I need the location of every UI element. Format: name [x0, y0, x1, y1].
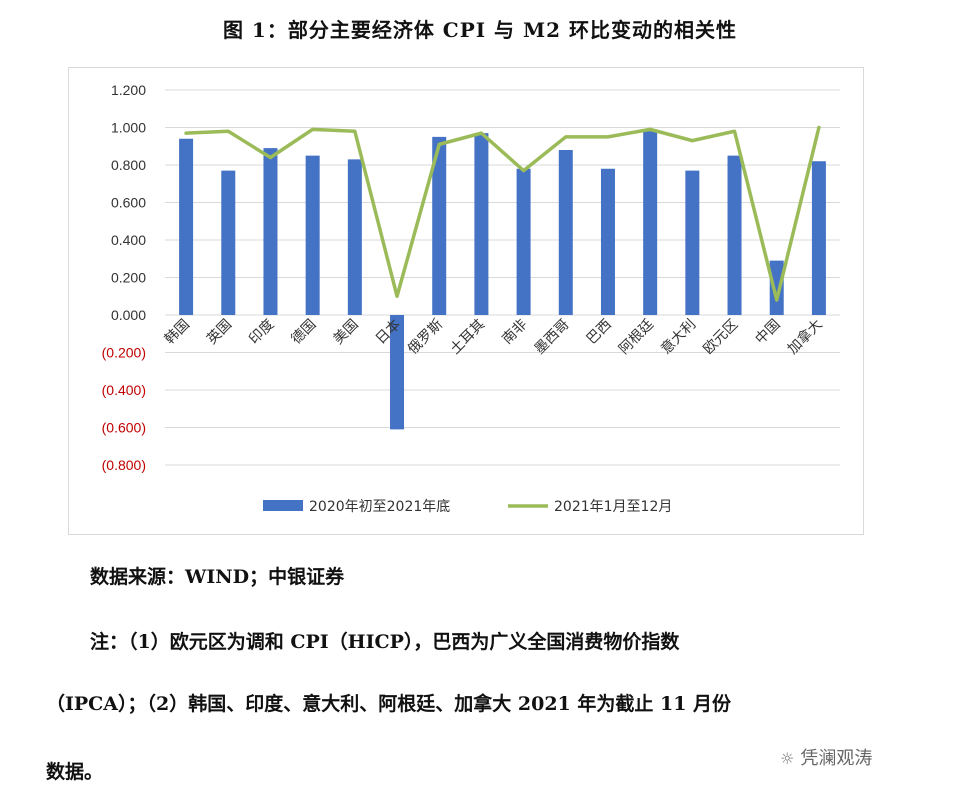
- bar-14: [727, 155, 742, 315]
- legend-swatch-bar: [263, 500, 303, 511]
- figure-title: 图 1：部分主要经济体 CPI 与 M2 环比变动的相关性: [222, 18, 738, 42]
- y-tick-label: 0.400: [111, 232, 146, 248]
- y-tick-label: 0.800: [111, 157, 146, 173]
- y-tick-label: 0.200: [111, 270, 146, 286]
- bar-6: [390, 315, 405, 430]
- y-tick-label: 1.200: [111, 82, 146, 98]
- line-point-12: [648, 127, 652, 131]
- line-point-2: [226, 129, 230, 133]
- bar-3: [263, 148, 278, 315]
- bar-15: [769, 260, 784, 315]
- bar-8: [474, 133, 489, 315]
- category-label: 南非: [499, 317, 530, 348]
- y-tick-label: (0.800): [102, 457, 146, 473]
- bar-13: [685, 170, 700, 315]
- category-label: 阿根廷: [616, 317, 657, 358]
- category-label: 俄罗斯: [405, 317, 446, 358]
- source-text: 数据来源：WIND；中银证券: [90, 566, 345, 588]
- line-point-13: [690, 139, 694, 143]
- category-label: 欧元区: [700, 317, 741, 358]
- category-label: 美国: [331, 317, 362, 348]
- watermark: ☼ 凭澜观涛: [780, 744, 872, 770]
- bar-2: [221, 170, 236, 315]
- line-point-3: [268, 156, 272, 159]
- line-point-6: [395, 294, 399, 298]
- category-label: 德国: [288, 317, 319, 348]
- line-point-8: [479, 131, 483, 135]
- category-label: 意大利: [657, 316, 699, 358]
- line-point-16: [817, 126, 821, 129]
- category-label: 加拿大: [784, 316, 826, 358]
- bar-12: [643, 131, 658, 315]
- line-point-4: [311, 127, 315, 131]
- category-label: 韩国: [162, 317, 193, 348]
- bar-9: [516, 168, 531, 315]
- category-label: 英国: [203, 316, 235, 348]
- line-point-10: [564, 135, 568, 139]
- line-point-14: [733, 129, 737, 133]
- line-series: [184, 125, 821, 302]
- note-line-1: 注：（1）欧元区为调和 CPI（HICP），巴西为广义全国消费物价指数: [90, 631, 680, 653]
- y-tick-label: 1.000: [111, 120, 146, 136]
- bar-7: [432, 136, 447, 315]
- bar-10: [558, 150, 573, 315]
- y-tick-label: 0.600: [111, 195, 146, 211]
- bar-16: [811, 161, 826, 315]
- wechat-icon: ☼: [780, 749, 795, 768]
- y-tick-label: (0.600): [102, 420, 146, 436]
- category-label: 中国: [752, 317, 783, 348]
- category-label: 土耳其: [447, 317, 488, 358]
- line-point-9: [522, 169, 526, 173]
- legend-label-bar: 2020年初至2021年底: [309, 498, 450, 515]
- line-point-7: [437, 142, 441, 146]
- y-tick-label: 0.000: [111, 307, 146, 323]
- bar-1: [179, 138, 194, 315]
- bar-4: [305, 155, 320, 315]
- chart-svg: 1.200 1.000 0.800 0.600 0.400 0.200 0.000 (0.20…: [102, 82, 840, 515]
- line-point-1: [184, 131, 188, 135]
- legend-label-line: 2021年1月至12月: [554, 499, 672, 515]
- line-point-5: [353, 129, 357, 133]
- bar-5: [347, 159, 362, 315]
- category-label: 印度: [246, 317, 277, 348]
- line-point-15: [775, 298, 779, 302]
- watermark-text: 凭澜观涛: [800, 748, 873, 769]
- y-tick-label: (0.400): [102, 382, 146, 398]
- note-line-2: （IPCA）；（2）韩国、印度、意大利、阿根廷、加拿大 2021 年为截止 11…: [46, 693, 732, 715]
- bar-11: [600, 168, 615, 315]
- note-line-3: 数据。: [46, 761, 104, 783]
- category-label: 墨西哥: [532, 317, 573, 358]
- category-label: 巴西: [584, 317, 615, 348]
- line-point-11: [606, 135, 610, 139]
- y-tick-label: (0.200): [102, 345, 146, 361]
